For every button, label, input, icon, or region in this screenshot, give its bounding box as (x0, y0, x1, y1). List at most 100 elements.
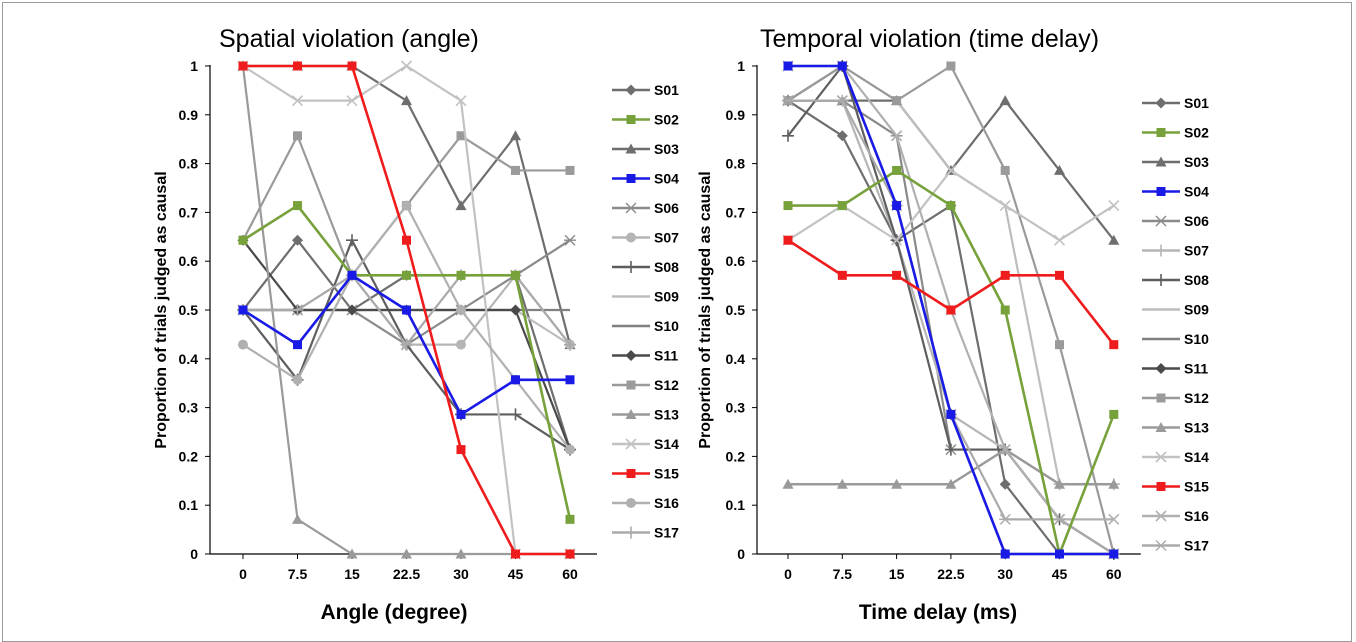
data-point-s17 (999, 513, 1012, 525)
legend-marker-s08 (1155, 274, 1167, 286)
data-point-s15 (456, 445, 466, 455)
x-tick-label: 60 (562, 566, 578, 582)
y-tick-label: 0.9 (726, 107, 746, 123)
series-s04 (238, 270, 575, 419)
legend-label-s03: S03 (654, 141, 679, 157)
legend-label-s06: S06 (1184, 213, 1209, 229)
x-tick-label: 7.5 (288, 566, 308, 582)
data-point-s13 (836, 478, 848, 489)
data-point-s14 (1108, 200, 1120, 212)
legend: S01 S02 S03 S04 S06 S07 S08 S09 S10 S11 S12 S13 S14 S… (612, 82, 679, 541)
legend-label-s13: S13 (1184, 420, 1209, 436)
legend-item-s04: S04 (1142, 184, 1209, 200)
data-point-s04 (238, 305, 248, 315)
data-point-s17 (782, 95, 794, 107)
y-tick-label: 0.6 (726, 253, 746, 269)
data-point-s04 (1055, 549, 1064, 559)
data-point-s04 (293, 340, 302, 350)
legend-item-s13: S13 (612, 407, 679, 423)
legend-label-s06: S06 (654, 200, 679, 216)
y-tick-label: 0.9 (179, 107, 199, 123)
data-point-s15 (565, 549, 575, 559)
data-point-s02 (565, 514, 575, 524)
data-point-s02 (1109, 409, 1119, 419)
data-point-s15 (837, 270, 847, 280)
data-point-s11 (510, 304, 521, 316)
legend-item-s03: S03 (1142, 154, 1209, 170)
legend-label-s14: S14 (1184, 449, 1209, 465)
data-point-s14 (291, 95, 304, 107)
legend-label-s02: S02 (654, 112, 679, 128)
data-point-s14 (455, 95, 467, 107)
data-point-s13 (401, 548, 412, 559)
data-point-s14 (891, 234, 903, 246)
data-point-s15 (1000, 270, 1010, 280)
legend-item-s15: S15 (612, 466, 679, 482)
series-line-s07 (788, 99, 1114, 486)
y-tick-label: 0.8 (179, 156, 199, 172)
data-point-s15 (511, 549, 520, 559)
y-tick-label: 0.2 (726, 448, 746, 464)
x-axis-label: Angle (degree) (320, 601, 467, 624)
x-tick-label: 15 (889, 566, 905, 582)
series-s04 (783, 61, 1119, 559)
y-tick-label: 0.8 (726, 156, 746, 172)
legend-marker-s11 (1155, 363, 1167, 374)
x-tick-label: 60 (1106, 566, 1122, 582)
data-point-s13 (292, 513, 303, 524)
data-point-s12 (511, 165, 520, 175)
legend-label-s12: S12 (654, 377, 679, 393)
data-point-s17 (291, 304, 304, 316)
data-point-s14 (1053, 234, 1066, 246)
figure-canvas: Spatial violation (angle) 0 0.1 0.2 0.3 0.4 0.… (153, 25, 1209, 624)
data-point-s17 (400, 338, 413, 351)
legend-label-s16: S16 (654, 495, 679, 511)
x-tick-label: 15 (344, 566, 360, 582)
legend-label-s02: S02 (1184, 125, 1209, 141)
legend-item-s03: S03 (612, 141, 679, 157)
y-tick-label: 0.5 (179, 302, 199, 318)
legend-label-s16: S16 (1184, 508, 1209, 524)
data-point-s11 (346, 304, 358, 316)
data-point-s01 (292, 234, 303, 246)
data-point-s13 (455, 548, 467, 559)
series-line-s09 (788, 64, 1114, 486)
series-s15 (783, 235, 1119, 350)
data-point-s12 (1000, 165, 1010, 175)
legend-marker-s11 (625, 350, 637, 361)
y-axis-label: Proportion of trials judged as causal (697, 171, 714, 448)
legend-label-s03: S03 (1184, 154, 1209, 170)
data-point-s13 (891, 478, 903, 489)
x-axis-label: Time delay (ms) (859, 601, 1017, 624)
data-point-s02 (837, 201, 847, 211)
y-tick-label: 0 (190, 546, 198, 562)
legend-label-s07: S07 (1184, 243, 1209, 259)
legend-label-s04: S04 (654, 171, 679, 187)
legend-marker-s12 (626, 380, 636, 390)
data-point-s16 (292, 374, 303, 385)
x-tick-label: 30 (453, 566, 469, 582)
x-tick-label: 0 (784, 566, 792, 582)
data-point-s15 (892, 270, 902, 280)
temporal-violation-chart: Temporal violation (time delay) 0 0.1 0.2 0.… (697, 25, 1209, 624)
data-point-s04 (783, 61, 793, 71)
data-point-s04 (565, 375, 575, 385)
data-point-s03 (401, 95, 412, 106)
series-s13 (782, 444, 1120, 489)
legend-marker-s14 (1155, 451, 1167, 463)
data-point-s15 (238, 61, 248, 71)
series-s15 (238, 61, 575, 559)
data-point-s14 (346, 95, 358, 107)
data-point-s02 (1000, 305, 1010, 315)
data-point-s13 (1054, 478, 1065, 489)
legend-marker-s06 (1155, 215, 1167, 227)
legend-marker-s02 (1156, 128, 1166, 137)
data-point-s15 (402, 235, 411, 245)
legend-label-s11: S11 (1184, 361, 1208, 377)
legend-item-s02: S02 (1142, 125, 1209, 141)
data-point-s15 (293, 61, 302, 71)
legend-item-s15: S15 (1142, 479, 1209, 495)
legend-item-s04: S04 (612, 171, 679, 187)
data-point-s14 (999, 200, 1011, 212)
legend-marker-s17 (625, 526, 637, 539)
